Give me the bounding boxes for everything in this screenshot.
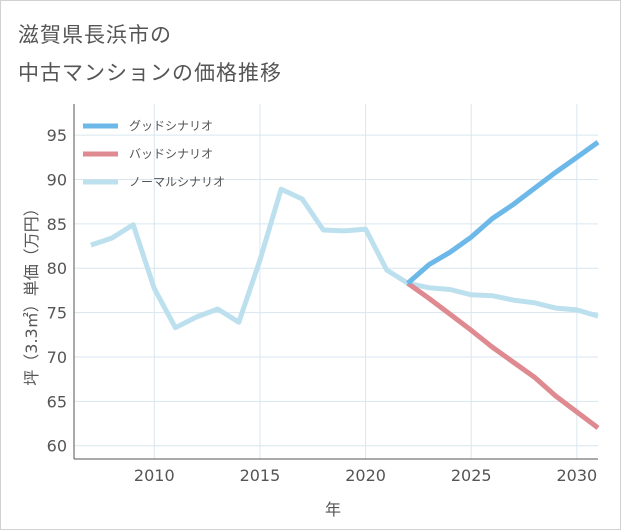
x-tick-label: 2010 xyxy=(134,466,175,485)
grid xyxy=(74,104,598,459)
series-line-2 xyxy=(90,186,599,331)
x-tick-label: 2025 xyxy=(451,466,492,485)
x-tick-label: 2020 xyxy=(345,466,386,485)
y-tick-label: 60 xyxy=(47,437,67,456)
x-tick-label: 2015 xyxy=(240,466,281,485)
legend-label-1: バッドシナリオ xyxy=(129,147,213,161)
y-axis-title: 坪（3.3㎡）単価（万円） xyxy=(22,200,41,385)
y-tick-label: 90 xyxy=(47,170,67,189)
y-tick-label: 70 xyxy=(47,348,67,367)
x-tick-label: 2030 xyxy=(557,466,598,485)
series-line-1 xyxy=(406,281,600,430)
y-tick-label: 75 xyxy=(47,304,67,323)
y-tick-label: 65 xyxy=(47,392,67,411)
chart-title-line-1: 滋賀県長浜市の xyxy=(18,23,172,47)
x-axis-title: 年 xyxy=(325,500,341,519)
series-line-0 xyxy=(406,140,600,286)
y-tick-label: 80 xyxy=(47,259,67,278)
chart-title-line-2: 中古マンションの価格推移 xyxy=(18,61,282,85)
series-lines xyxy=(90,140,600,430)
legend-label-0: グッドシナリオ xyxy=(129,119,213,133)
y-tick-label: 95 xyxy=(47,126,67,145)
y-tick-label: 85 xyxy=(47,215,67,234)
legend-label-2: ノーマルシナリオ xyxy=(129,175,225,189)
axes: 60 65 70 75 80 85 90 95 2010 2015 2020 2025 2030 xyxy=(47,104,598,485)
